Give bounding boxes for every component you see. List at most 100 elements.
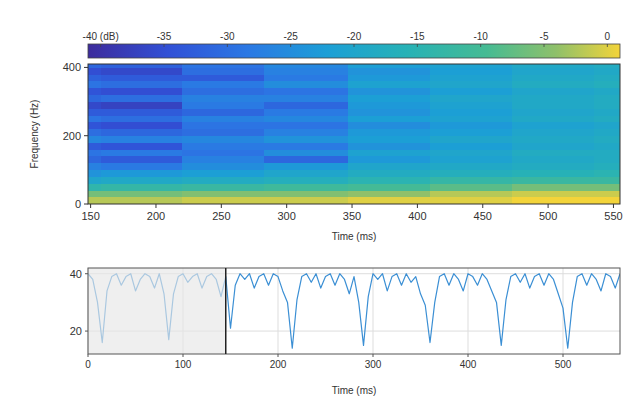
cell — [430, 64, 511, 68]
cell — [512, 88, 595, 95]
cell — [88, 88, 101, 95]
cell — [88, 143, 101, 150]
cell — [101, 177, 182, 184]
cell — [512, 197, 595, 204]
grid-line — [373, 268, 374, 354]
cell — [512, 149, 595, 156]
cell — [430, 143, 511, 150]
cell — [182, 67, 265, 74]
cell — [348, 163, 431, 170]
color-tick — [354, 44, 355, 47]
cell — [88, 136, 101, 143]
cell — [348, 170, 431, 177]
color-tick — [544, 44, 545, 47]
cell — [182, 108, 265, 115]
x-tick-label: 100 — [175, 359, 192, 370]
color-tick — [607, 44, 608, 47]
cell — [348, 102, 431, 109]
cell — [594, 197, 620, 204]
cell — [594, 163, 620, 170]
cell — [101, 170, 182, 177]
cell — [430, 102, 511, 109]
x-tick-label: 500 — [555, 359, 572, 370]
y-tick — [84, 204, 88, 205]
cell — [512, 67, 595, 74]
cell — [594, 129, 620, 136]
cell — [264, 102, 348, 109]
cell — [594, 177, 620, 184]
cell — [430, 67, 511, 74]
y-tick — [85, 331, 88, 332]
cell — [594, 143, 620, 150]
x-tick — [88, 354, 89, 357]
cell — [101, 190, 182, 197]
cell — [348, 108, 431, 115]
y-tick-label: 20 — [70, 325, 82, 337]
cell — [101, 95, 182, 102]
cell — [348, 190, 431, 197]
cell — [512, 64, 595, 68]
y-tick-label: 0 — [75, 198, 81, 210]
cell — [594, 74, 620, 81]
cell — [88, 95, 101, 102]
cell — [101, 102, 182, 109]
x-axis-title: Time (ms) — [332, 231, 377, 242]
cell — [88, 184, 101, 191]
cell — [594, 67, 620, 74]
cell — [348, 95, 431, 102]
cell — [512, 129, 595, 136]
cell — [101, 81, 182, 88]
x-tick-label: 300 — [365, 359, 382, 370]
cell — [264, 115, 348, 122]
cell — [512, 143, 595, 150]
cell — [101, 163, 182, 170]
cell — [101, 129, 182, 136]
cell — [430, 108, 511, 115]
cell — [430, 190, 511, 197]
cell — [594, 156, 620, 163]
x-tick — [482, 204, 483, 208]
x-tick — [468, 354, 469, 357]
cell — [348, 197, 431, 204]
cell — [430, 129, 511, 136]
cell — [594, 122, 620, 129]
cell — [264, 184, 348, 191]
cell — [182, 190, 265, 197]
cell — [512, 163, 595, 170]
grid-line — [278, 268, 279, 354]
x-tick — [278, 354, 279, 357]
cell — [512, 81, 595, 88]
cell — [101, 149, 182, 156]
color-bar — [88, 44, 620, 58]
cell — [512, 108, 595, 115]
cell — [264, 170, 348, 177]
x-axis-title: Time (ms) — [332, 385, 377, 396]
cell — [182, 95, 265, 102]
cell — [88, 115, 101, 122]
cell — [348, 184, 431, 191]
cell — [430, 177, 511, 184]
cell — [264, 136, 348, 143]
cell — [264, 64, 348, 68]
cell — [88, 156, 101, 163]
spectrogram — [88, 64, 620, 204]
cell — [182, 102, 265, 109]
figure: -40 (dB)-35-30-25-20-15-10-5015020025030… — [0, 0, 641, 410]
color-tick-label: -35 — [157, 31, 172, 42]
cell — [430, 136, 511, 143]
cell — [348, 115, 431, 122]
cell — [430, 156, 511, 163]
cell — [430, 122, 511, 129]
cell — [594, 136, 620, 143]
cell — [101, 115, 182, 122]
cell — [430, 163, 511, 170]
plot-background — [88, 268, 620, 354]
y-tick — [84, 135, 88, 136]
cell — [512, 122, 595, 129]
cell — [182, 143, 265, 150]
cell — [348, 67, 431, 74]
x-tick — [352, 204, 353, 208]
y-tick-label: 40 — [70, 268, 82, 280]
cell — [88, 108, 101, 115]
cell — [182, 129, 265, 136]
